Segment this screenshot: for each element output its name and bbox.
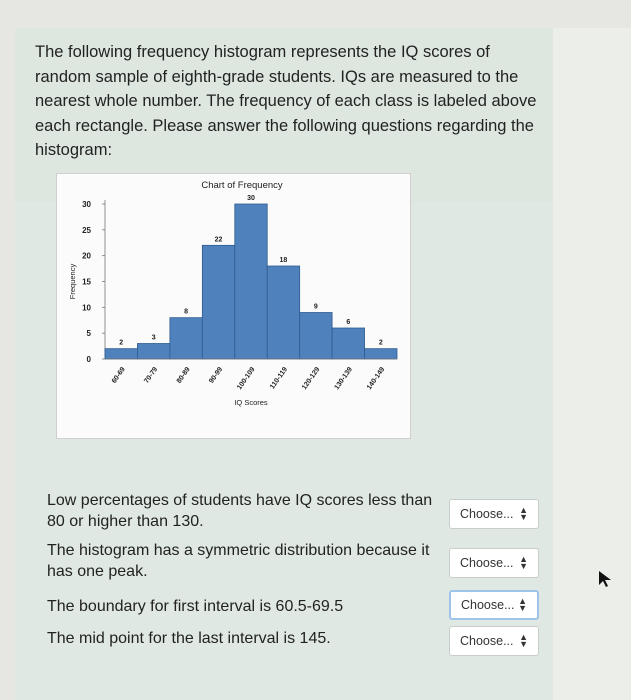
y-tick-label: 15 xyxy=(82,278,91,287)
histogram-bar xyxy=(137,343,171,360)
question-2-text: The histogram has a symmetric distributi… xyxy=(47,542,430,580)
question-card: The following frequency histogram repres… xyxy=(15,28,553,700)
updown-arrow-icon: ▲ ▼ xyxy=(519,554,528,571)
x-tick-label: 110-119 xyxy=(269,366,289,391)
y-tick-label: 30 xyxy=(82,200,91,209)
answer-select-3[interactable]: Choose... ▲ ▼ xyxy=(449,590,539,620)
bar-value-label: 9 xyxy=(314,304,318,311)
bar-value-label: 8 xyxy=(184,309,188,316)
histogram-bar xyxy=(266,265,301,360)
bar-value-label: 2 xyxy=(379,340,383,347)
select-value: Choose... xyxy=(460,507,514,521)
bar-value-label: 22 xyxy=(215,236,223,243)
updown-arrow-icon: ▲ ▼ xyxy=(518,596,527,613)
question-3-text: The boundary for first interval is 60.5-… xyxy=(47,598,344,615)
answer-select-1[interactable]: Choose... ▲ ▼ xyxy=(449,499,539,529)
histogram-chart: Chart of Frequency 0 5 10 15 20 25 30 Frequency 2… xyxy=(56,173,411,439)
bar-value-label: 18 xyxy=(280,257,288,264)
updown-arrow-icon: ▲ ▼ xyxy=(519,505,528,522)
select-value: Choose... xyxy=(460,556,514,570)
x-tick-label: 90-99 xyxy=(208,366,224,385)
y-tick-label: 25 xyxy=(82,226,91,235)
x-tick-label: 100-109 xyxy=(236,366,257,391)
bar-value-label: 2 xyxy=(119,340,123,347)
bar-value-label: 3 xyxy=(152,335,156,342)
histogram-bar xyxy=(234,203,268,360)
histogram-bar xyxy=(331,327,365,360)
y-tick-label: 20 xyxy=(82,252,91,261)
x-tick-label: 80-89 xyxy=(176,366,192,385)
histogram-bar xyxy=(299,312,333,360)
answer-select-4[interactable]: Choose... ▲ ▼ xyxy=(449,626,539,656)
select-value: Choose... xyxy=(460,634,514,648)
histogram-svg: Chart of Frequency 0 5 10 15 20 25 30 Frequency 2… xyxy=(68,180,398,407)
bar-value-label: 30 xyxy=(247,195,255,202)
chart-title: Chart of Frequency xyxy=(201,180,283,191)
x-tick-label: 140-149 xyxy=(366,366,387,391)
histogram-bar xyxy=(201,244,236,360)
y-tick-label: 0 xyxy=(87,355,92,364)
histogram-bar xyxy=(169,317,203,360)
updown-arrow-icon: ▲ ▼ xyxy=(519,632,528,649)
y-tick-label: 10 xyxy=(82,303,91,312)
question-1-text: Low percentages of students have IQ scor… xyxy=(47,492,433,530)
y-axis-label: Frequency xyxy=(68,264,77,300)
select-value: Choose... xyxy=(461,598,515,612)
histogram-bar xyxy=(364,348,398,360)
x-tick-label: 130-139 xyxy=(333,366,354,391)
right-margin xyxy=(553,28,631,700)
bar-value-label: 6 xyxy=(346,319,350,326)
intro-text: The following frequency histogram repres… xyxy=(35,43,537,159)
question-4-text: The mid point for the last interval is 1… xyxy=(47,630,331,647)
answer-select-2[interactable]: Choose... ▲ ▼ xyxy=(449,548,539,578)
x-tick-label: 60-69 xyxy=(111,366,127,385)
y-tick-label: 5 xyxy=(87,329,92,338)
x-tick-label: 70-79 xyxy=(143,366,159,385)
x-axis-label: IQ Scores xyxy=(234,398,268,407)
x-tick-label: 120-129 xyxy=(301,366,322,391)
histogram-bar xyxy=(104,348,138,360)
mouse-cursor-icon xyxy=(599,571,611,587)
